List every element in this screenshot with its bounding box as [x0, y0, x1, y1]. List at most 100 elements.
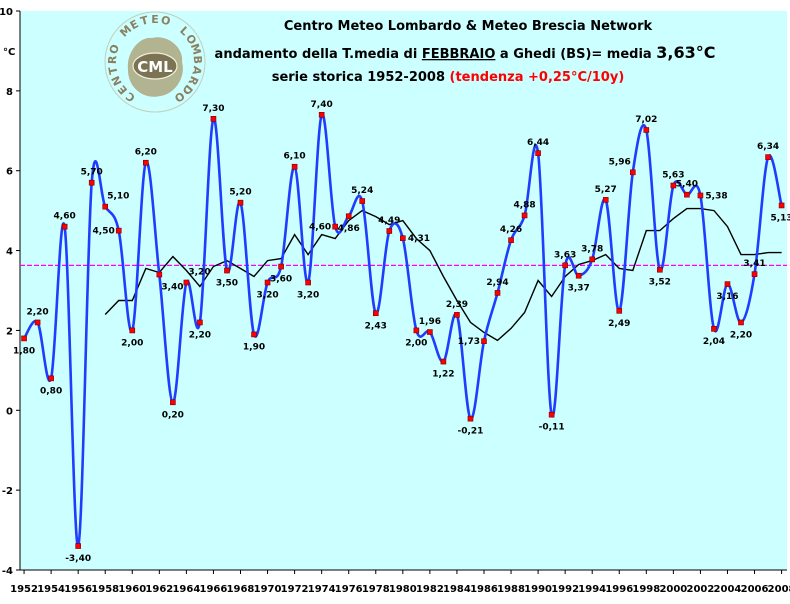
y-tick-label: 10	[0, 7, 13, 18]
x-tick-label: 1964	[172, 584, 200, 595]
data-point-marker	[291, 163, 298, 170]
logo-letter: A	[189, 65, 204, 76]
logo-letter: T	[106, 65, 120, 75]
logo-letter: O	[107, 43, 122, 56]
data-point-marker	[102, 203, 109, 210]
data-label: 4,86	[338, 224, 360, 234]
data-label: 3,16	[716, 292, 738, 302]
data-label: 5,13	[770, 213, 790, 223]
data-point-marker	[778, 202, 785, 209]
data-point-marker	[616, 308, 623, 314]
data-point-marker	[318, 112, 325, 118]
data-label: 3,20	[188, 268, 210, 278]
x-tick-label: 1952	[10, 584, 38, 595]
data-point-marker	[494, 290, 501, 296]
x-tick-label: 1998	[632, 584, 660, 595]
subtitle-month: FEBBRAIO	[422, 47, 496, 62]
x-tick-label: 1974	[308, 584, 336, 595]
data-label: 3,52	[649, 278, 671, 288]
data-label: 4,88	[513, 200, 535, 210]
data-label: 2,20	[26, 307, 48, 317]
data-point-marker	[427, 329, 433, 335]
data-point-marker	[21, 335, 27, 342]
data-label: 1,73	[458, 337, 480, 347]
data-point-marker	[332, 223, 338, 230]
x-tick-label: 1988	[497, 584, 525, 595]
x-tick-label: 1968	[227, 584, 255, 595]
data-label: 2,00	[405, 338, 427, 348]
data-label: 3,63	[554, 250, 576, 260]
x-tick-label: 1994	[578, 584, 606, 595]
x-tick-label: 1984	[443, 584, 471, 595]
data-label: 7,02	[635, 115, 657, 125]
data-label: 5,27	[595, 185, 617, 195]
data-point-marker	[629, 169, 636, 176]
data-label: 2,04	[703, 337, 725, 347]
logo-letter: R	[106, 55, 119, 65]
logo-badge	[132, 52, 178, 80]
x-tick-label: 2006	[741, 584, 769, 595]
data-point-marker	[34, 319, 41, 326]
data-label: 5,10	[107, 192, 129, 202]
x-tick-label: 1966	[200, 584, 228, 595]
data-point-marker	[670, 182, 677, 189]
trend-text: (tendenza +0,25°C/10y)	[450, 70, 625, 85]
data-label: 5,70	[81, 168, 103, 178]
data-label: 6,34	[757, 142, 779, 152]
data-point-marker	[467, 415, 474, 422]
data-point-marker	[305, 279, 311, 286]
data-point-marker	[345, 213, 352, 220]
logo-letter: M	[188, 42, 204, 56]
x-tick-label: 2002	[687, 584, 715, 595]
data-label: 6,20	[135, 148, 157, 158]
data-point-marker	[454, 312, 460, 318]
subtitle-prefix: andamento della T.media di	[215, 47, 422, 62]
data-label: 1,22	[432, 370, 454, 380]
data-label: 4,50	[93, 227, 115, 237]
data-label: -0,21	[457, 427, 483, 437]
chart-series-title: serie storica 1952-2008 (tendenza +0,25°…	[272, 70, 625, 85]
data-point-marker	[278, 263, 284, 270]
subtitle-middle: a Ghedi (BS)= media	[495, 47, 656, 62]
logo-ring	[104, 11, 206, 113]
data-point-marker	[481, 338, 487, 345]
data-label: 0,80	[40, 386, 62, 396]
data-point-marker	[589, 256, 596, 263]
data-label: 5,40	[676, 180, 698, 190]
data-label: 1,80	[13, 346, 35, 356]
data-point-marker	[115, 227, 122, 234]
x-tick-label: 1996	[605, 584, 633, 595]
data-label: 5,96	[609, 157, 631, 167]
data-point-marker	[264, 279, 271, 286]
data-point-marker	[400, 235, 406, 241]
data-label: 2,49	[608, 319, 630, 329]
data-point-marker	[48, 375, 54, 382]
data-label: 2,00	[121, 338, 143, 348]
chart-subtitle: andamento della T.media di FEBBRAIO a Gh…	[215, 43, 716, 62]
logo-letter: B	[191, 55, 204, 64]
data-label: 1,96	[419, 317, 441, 327]
data-label: 1,90	[243, 342, 265, 352]
x-tick-label: 1990	[524, 584, 552, 595]
data-point-marker	[643, 127, 650, 133]
data-label: 3,78	[581, 244, 603, 254]
x-tick-label: 1970	[254, 584, 282, 595]
logo-letter: E	[151, 13, 159, 26]
data-label: 4,60	[309, 223, 331, 233]
data-point-marker	[575, 272, 582, 279]
y-axis-ticks: -4 -2 0 2 4 6 8 10	[0, 7, 20, 577]
data-point-marker	[548, 411, 555, 418]
logo-badge-text: CML	[137, 58, 173, 76]
y-tick-label: 8	[6, 87, 13, 98]
data-label: 2,94	[486, 278, 508, 288]
data-label: 6,44	[527, 138, 549, 148]
data-label: 3,60	[270, 275, 292, 285]
data-point-marker	[156, 271, 163, 278]
x-tick-label: 1956	[64, 584, 92, 595]
data-label: 4,49	[378, 216, 400, 226]
data-label: 5,38	[705, 191, 727, 201]
x-tick-label: 1972	[281, 584, 309, 595]
data-point-marker	[602, 197, 609, 203]
data-label: 2,20	[189, 330, 211, 340]
